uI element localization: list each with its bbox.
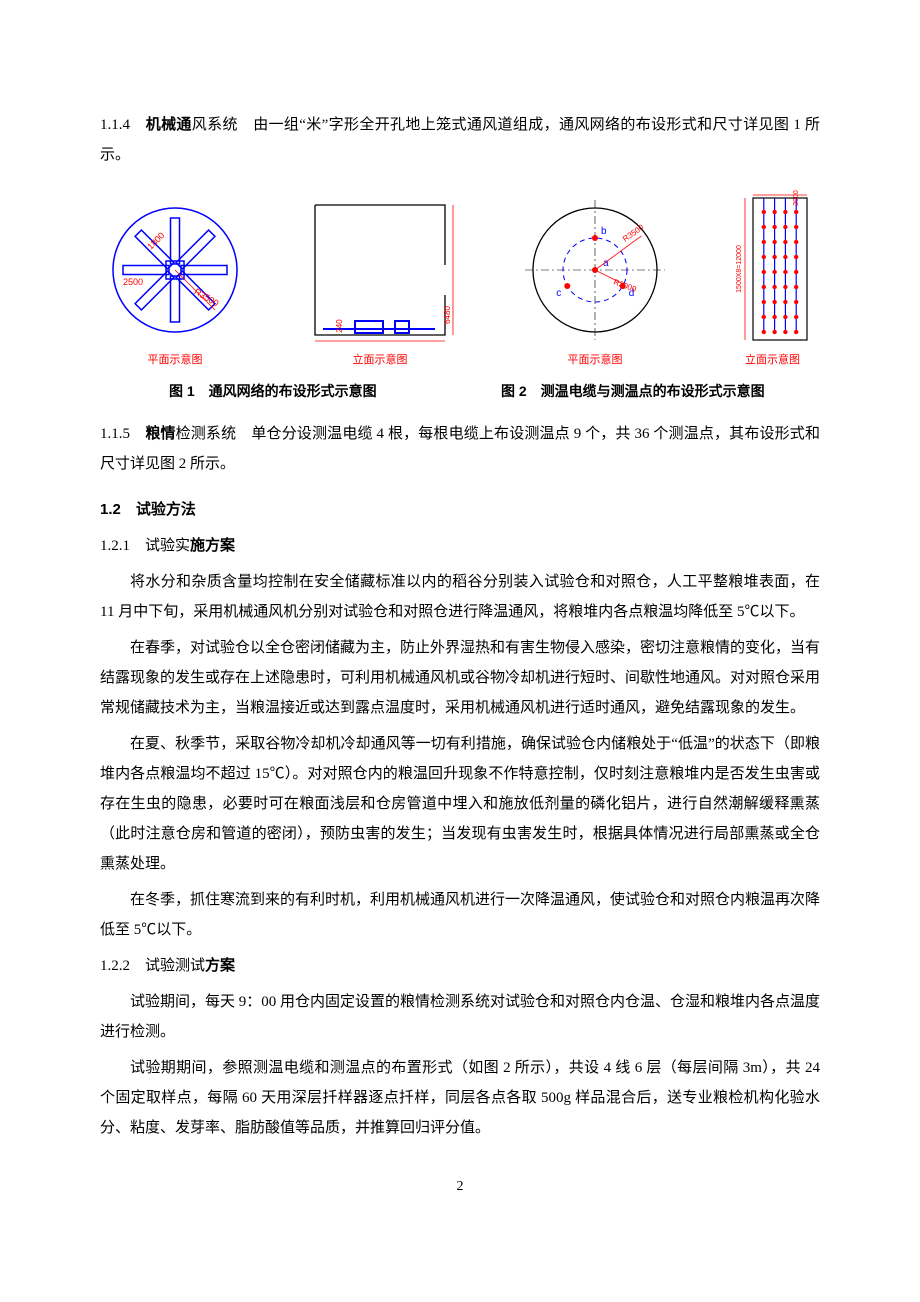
svg-text:6480: 6480 <box>443 306 452 324</box>
sec-1-2-2-heading: 1.2.2 试验测试方案 <box>100 951 820 981</box>
fig1-title: 图 1 通风网络的布设形式示意图 <box>100 377 446 405</box>
sec-label-bold: 粮情 <box>145 426 175 442</box>
svg-text:1500X8=12000: 1500X8=12000 <box>736 245 743 293</box>
sec-label-rest: 统 <box>221 426 236 442</box>
sec-1-2-heading: 1.2 试验方法 <box>100 495 820 525</box>
sec-1-2-1-p1: 将水分和杂质含量均控制在安全储藏标准以内的稻谷分别装入试验仓和对照仓，人工平整粮… <box>100 567 820 627</box>
sec-label-rest: 风系统 <box>192 117 238 133</box>
fig1-elev-caption: 立面示意图 <box>353 349 408 371</box>
fig2-plan-caption: 平面示意图 <box>568 349 623 371</box>
sec-1-1-4: 1.1.4 机械通风系统 由一组“米”字形全开孔地上笼式通风道组成，通风网络的布… <box>100 110 820 170</box>
fig2-plan-svg: abcdR2000R3500 <box>510 195 680 345</box>
sec-num: 1.2.2 <box>100 958 130 974</box>
svg-text:2500: 2500 <box>123 277 143 287</box>
svg-text:R3500: R3500 <box>193 286 221 308</box>
sec-num: 1.2.1 <box>100 538 130 554</box>
fig1-plan: 2500 1800 R3500 平面示意图 <box>100 195 250 371</box>
sec-num: 1.2 <box>100 501 121 518</box>
sec-1-2-2-p1: 试验期间，每天 9：00 用仓内固定设置的粮情检测系统对试验仓和对照仓内仓温、仓… <box>100 987 820 1047</box>
sec-label-mid: 检测系 <box>176 426 221 442</box>
svg-text:R3500: R3500 <box>621 222 646 243</box>
sec-1-2-1-p3: 在夏、秋季节，采取谷物冷却机冷却通风等一切有利措施，确保试验仓内储粮处于“低温”… <box>100 729 820 879</box>
sec-num: 1.1.4 <box>100 117 130 133</box>
svg-text:1800: 1800 <box>145 230 166 251</box>
sec-title-a: 试验实 <box>145 538 190 554</box>
svg-text:b: b <box>601 226 607 237</box>
sec-title: 试验方法 <box>136 501 196 518</box>
figure-titles: 图 1 通风网络的布设形式示意图 图 2 测温电缆与测温点的布设形式示意图 <box>100 377 820 405</box>
fig1-elev-svg: 240 6480 <box>295 195 465 345</box>
sec-label-bold: 机械通 <box>146 117 192 133</box>
fig1-elev: 240 6480 立面示意图 <box>295 195 465 371</box>
fig2-elev: 1500X8=12000 2000 立面示意图 <box>725 190 820 371</box>
page: 1.1.4 机械通风系统 由一组“米”字形全开孔地上笼式通风道组成，通风网络的布… <box>0 0 920 1241</box>
sec-1-2-1-p2: 在春季，对试验仓以全仓密闭储藏为主，防止外界湿热和有害生物侵入感染，密切注意粮情… <box>100 633 820 723</box>
sec-title-a: 试验测试 <box>145 958 205 974</box>
sec-title-bold: 方案 <box>205 958 235 974</box>
sec-1-2-2-p2: 试验期期间，参照测温电缆和测温点的布置形式（如图 2 所示），共设 4 线 6 … <box>100 1053 820 1143</box>
svg-text:c: c <box>556 288 561 299</box>
sec-num: 1.1.5 <box>100 426 130 442</box>
fig2-title: 图 2 测温电缆与测温点的布设形式示意图 <box>446 377 820 405</box>
fig1-plan-svg: 2500 1800 R3500 <box>100 195 250 345</box>
fig2-elev-caption: 立面示意图 <box>745 349 800 371</box>
svg-text:240: 240 <box>335 319 344 333</box>
sec-1-2-1-heading: 1.2.1 试验实施方案 <box>100 531 820 561</box>
svg-text:2000: 2000 <box>793 190 800 206</box>
page-number: 2 <box>100 1173 820 1201</box>
figures-row: 25001800R3500 平面示意图 2406480 立面示意图 abcdR2… <box>100 190 820 371</box>
fig2-elev-svg: 1500X8=12000 2000 <box>725 190 820 345</box>
fig1-plan-caption: 平面示意图 <box>148 349 203 371</box>
sec-1-2-1-p4: 在冬季，抓住寒流到来的有利时机，利用机械通风机进行一次降温通风，使试验仓和对照仓… <box>100 885 820 945</box>
sec-1-1-5: 1.1.5 粮情检测系统 单仓分设测温电缆 4 根，每根电缆上布设测温点 9 个… <box>100 419 820 479</box>
fig2-plan: abcdR2000R3500 平面示意图 <box>510 195 680 371</box>
sec-title-bold: 施方案 <box>190 538 235 554</box>
